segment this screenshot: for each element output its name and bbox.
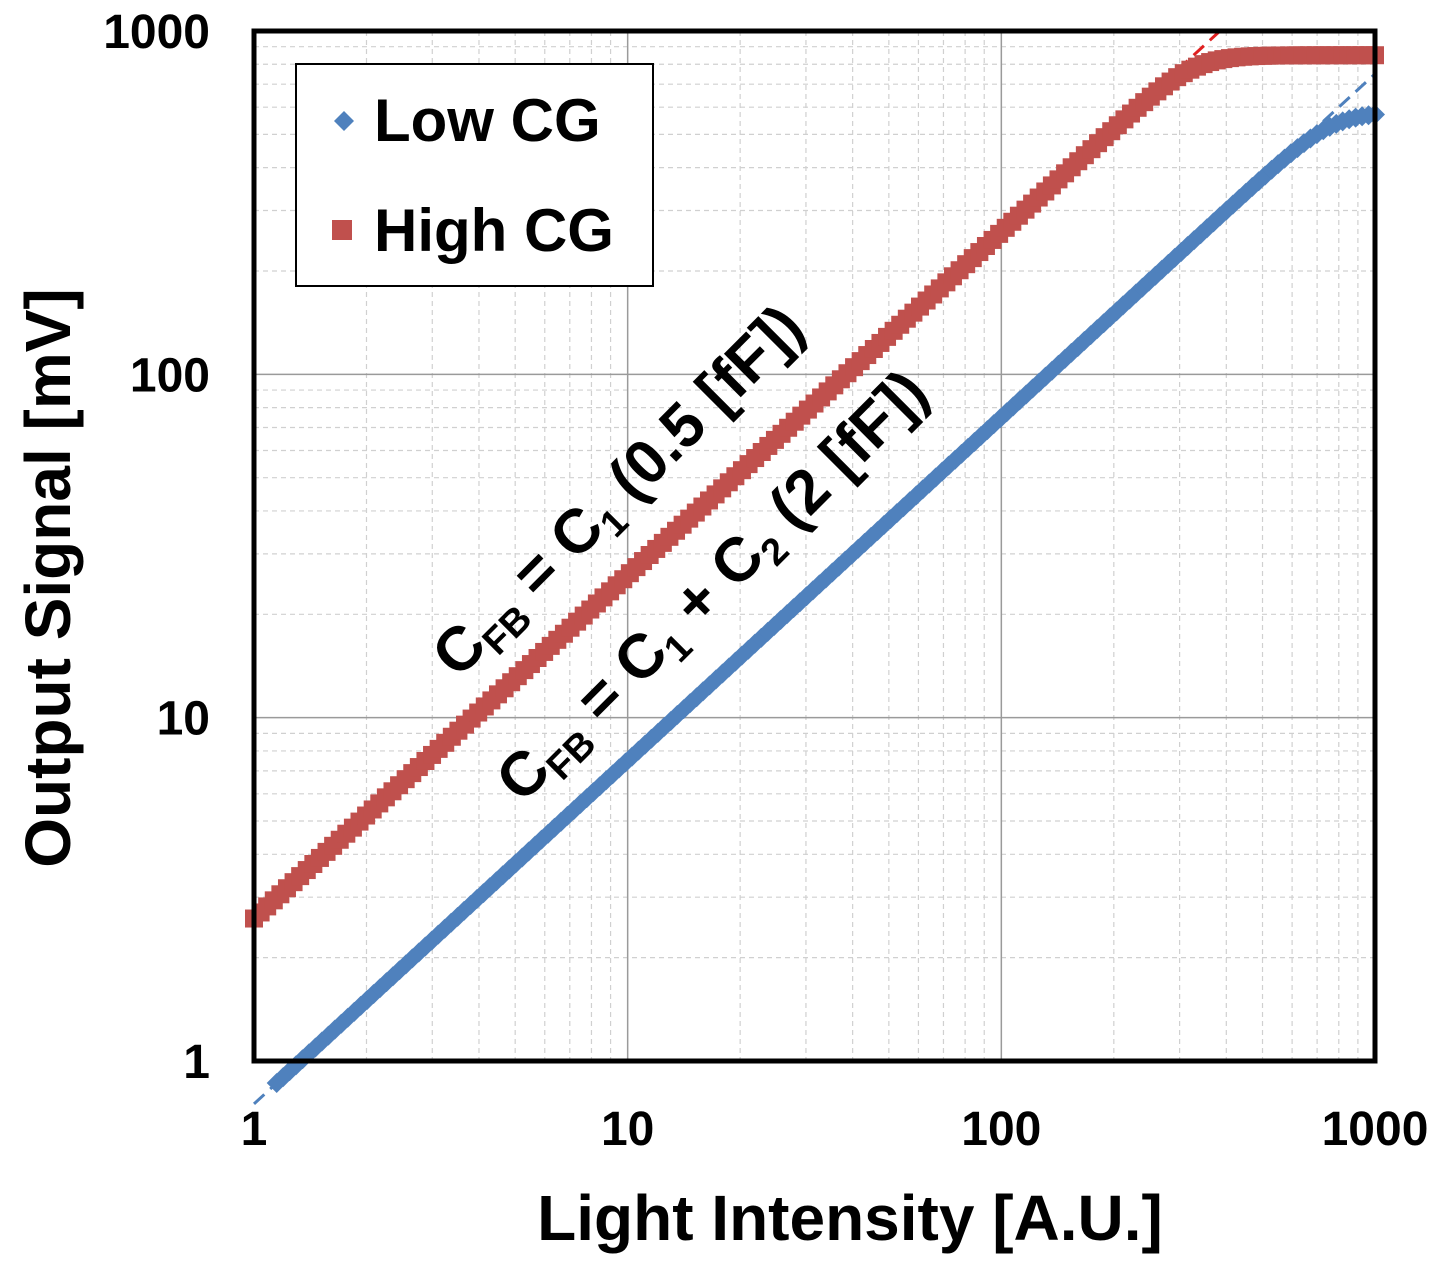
plot-border <box>251 28 1378 1064</box>
low-cg-point <box>886 503 907 524</box>
tick-labels: 1 10 100 1000 1 10 100 1000 <box>103 6 1428 1156</box>
x-tick-label: 10 <box>601 1103 654 1156</box>
legend-marker-high-cg <box>332 220 352 240</box>
y-axis-title: Output Signal [mV] <box>12 288 84 868</box>
y-tick-label: 1 <box>183 1036 210 1089</box>
y-tick-label: 1000 <box>103 6 210 59</box>
legend: Low CG High CG <box>295 63 654 287</box>
x-tick-label: 1000 <box>1322 1103 1429 1156</box>
low-cg-point <box>1158 253 1179 274</box>
legend-label-high-cg: High CG <box>374 197 614 264</box>
y-tick-label: 100 <box>130 349 210 402</box>
x-tick-label: 1 <box>241 1103 268 1156</box>
legend-label-low-cg: Low CG <box>374 87 601 154</box>
legend-box <box>295 63 654 287</box>
x-axis-title: Light Intensity [A.U.] <box>537 1182 1163 1254</box>
data-markers <box>245 46 1385 1094</box>
low-cg-point <box>1306 124 1327 145</box>
legend-marker-low-cg <box>334 111 354 131</box>
x-tick-label: 100 <box>961 1103 1041 1156</box>
y-tick-label: 10 <box>157 693 210 746</box>
